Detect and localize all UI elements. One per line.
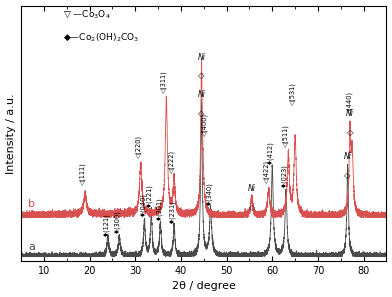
Text: ◁(400): ◁(400) xyxy=(202,113,209,135)
Text: Ni: Ni xyxy=(248,184,256,193)
Text: a: a xyxy=(28,242,35,252)
Text: ◁(422): ◁(422) xyxy=(263,160,270,184)
Text: ▽ —Co$_3$O$_4$: ▽ —Co$_3$O$_4$ xyxy=(63,8,111,20)
Y-axis label: Intensity / a.u.: Intensity / a.u. xyxy=(5,93,16,174)
Text: ◇: ◇ xyxy=(249,203,255,211)
Text: Ni: Ni xyxy=(198,53,205,62)
Text: ♦(040): ♦(040) xyxy=(139,192,145,217)
Text: ◁(220): ◁(220) xyxy=(135,135,142,158)
Text: ◇: ◇ xyxy=(198,71,205,80)
Text: ♦(301): ♦(301) xyxy=(155,196,162,220)
Text: ◁(531): ◁(531) xyxy=(290,82,296,105)
Text: Ni: Ni xyxy=(198,90,205,99)
Text: ◁(440): ◁(440) xyxy=(347,91,353,114)
Text: ♦(221): ♦(221) xyxy=(146,184,152,207)
Text: ◁(111): ◁(111) xyxy=(80,162,86,185)
Text: ♦(121): ♦(121) xyxy=(102,212,109,236)
Text: ◇: ◇ xyxy=(347,128,353,137)
Text: ◇: ◇ xyxy=(198,109,205,118)
Text: Ni: Ni xyxy=(346,109,354,119)
Text: ◁(222): ◁(222) xyxy=(169,150,175,173)
Text: ◁(511): ◁(511) xyxy=(283,124,289,147)
Text: ♦(300): ♦(300) xyxy=(114,209,120,233)
Text: ♦(023): ♦(023) xyxy=(280,164,287,187)
Text: ◁(311): ◁(311) xyxy=(161,70,167,93)
Text: Ni: Ni xyxy=(344,152,352,161)
Text: ◆—Co$_2$(OH)$_2$CO$_3$: ◆—Co$_2$(OH)$_2$CO$_3$ xyxy=(63,31,139,43)
Text: b: b xyxy=(28,199,35,208)
Text: ♦(340): ♦(340) xyxy=(205,181,212,205)
Text: ♦(412): ♦(412) xyxy=(267,140,273,164)
Text: ◇: ◇ xyxy=(345,171,351,180)
Text: ♦(231): ♦(231) xyxy=(169,199,175,223)
X-axis label: 2θ / degree: 2θ / degree xyxy=(172,282,236,291)
